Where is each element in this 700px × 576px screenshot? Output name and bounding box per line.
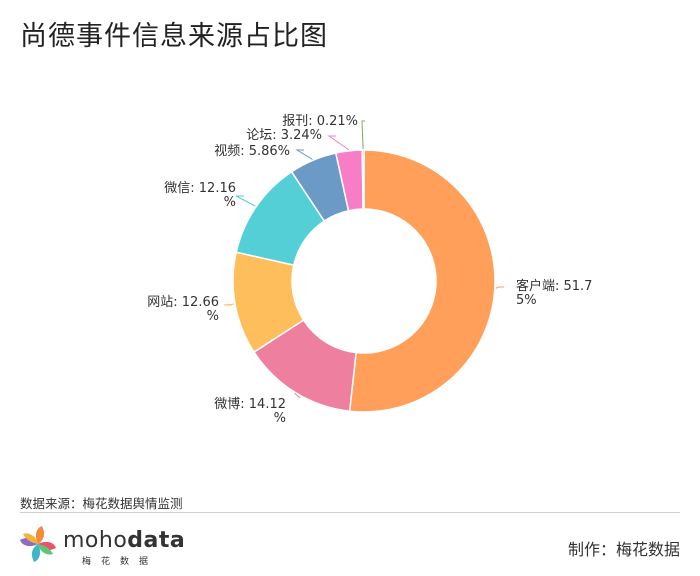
brand-name: mohodata [63, 528, 186, 553]
leader-line-3 [235, 195, 256, 207]
slice-label-1-1: % [274, 411, 286, 426]
slice-label-3-0: 微信: 12.16 [164, 181, 236, 196]
chart-title: 尚德事件信息来源占比图 [20, 21, 328, 52]
leader-line-5 [327, 135, 350, 151]
mohodata-logo-icon [20, 526, 56, 562]
slice-label-1-0: 微博: 14.12 [214, 397, 286, 412]
slice-label-2-0: 网站: 12.66 [147, 295, 219, 310]
leader-line-6 [361, 120, 365, 150]
leader-line-0 [495, 286, 504, 289]
slice-label-4-0: 视频: 5.86% [214, 144, 290, 159]
slice-label-0-1: 5% [516, 293, 537, 308]
footer-divider [20, 512, 680, 513]
maker-credit: 制作：梅花数据 [567, 540, 680, 559]
donut-slice-0 [348, 149, 496, 413]
slice-label-5-0: 论坛: 3.24% [246, 128, 322, 143]
slice-label-0-0: 客户端: 51.7 [516, 278, 592, 294]
slice-label-6-0: 报刊: 0.21% [282, 114, 358, 129]
leader-line-1 [294, 392, 301, 399]
brand-subtitle: 梅花数据 [82, 557, 159, 567]
donut-chart: 客户端: 51.75%微博: 14.12%网站: 12.66%微信: 12.16… [147, 114, 592, 426]
donut-slice-6 [361, 149, 365, 210]
leader-line-2 [223, 303, 235, 306]
leader-line-4 [295, 149, 313, 160]
slice-label-2-1: % [207, 309, 219, 324]
data-source-note: 数据来源：梅花数据舆情监测 [20, 496, 183, 511]
slice-label-3-1: % [224, 195, 236, 210]
